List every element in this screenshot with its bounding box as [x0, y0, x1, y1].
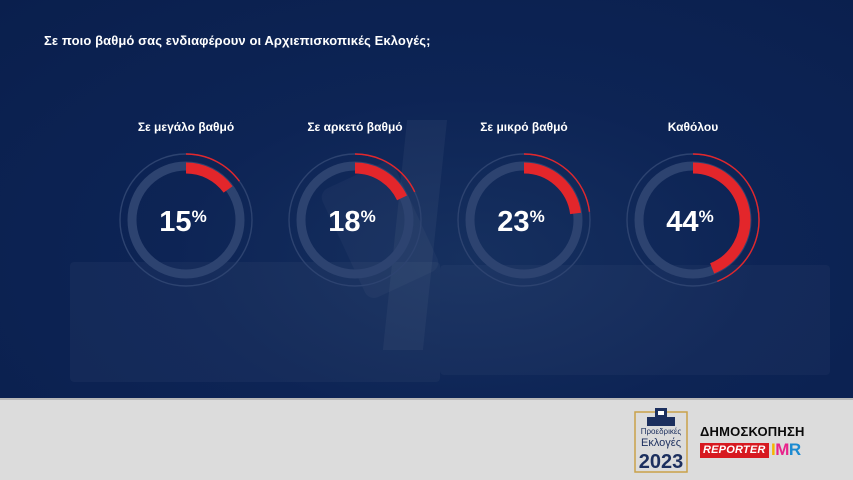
value-arc	[185, 162, 233, 193]
category-label: Σε αρκετό βαθμό	[307, 120, 402, 134]
poll-label: ΔΗΜΟΣΚΟΠΗΣΗ	[700, 424, 805, 439]
value-outer-arc	[692, 153, 760, 283]
value-arc	[523, 162, 582, 215]
donut-chart: Σε μεγάλο βαθμό 15% Σε αρκετό βαθμό 18% Σε μ…	[119, 120, 760, 287]
category-label: Σε μεγάλο βαθμό	[138, 120, 234, 134]
ballot-box-icon	[647, 417, 675, 426]
value-label: 15%	[159, 206, 206, 238]
donut-group-4: Καθόλου 44%	[626, 120, 760, 287]
donut-track	[296, 161, 414, 279]
value-arc	[692, 162, 751, 274]
poll-logo: ΔΗΜΟΣΚΟΠΗΣΗ REPORTER IMR	[700, 424, 815, 462]
question-title: Σε ποιο βαθμό σας ενδιαφέρουν οι Αρχιεπι…	[44, 33, 431, 48]
value-outer-arc	[523, 153, 591, 212]
logo-line2: Εκλογές	[641, 437, 681, 449]
value-arc	[354, 162, 408, 201]
logo-line1: Προεδρικές	[641, 427, 682, 436]
donut-group-3: Σε μικρό βαθμό 23%	[457, 120, 591, 287]
value-label: 44%	[666, 206, 713, 238]
imr-logo: IMR	[771, 440, 801, 459]
logo-year: 2023	[639, 451, 684, 473]
main-panel: Σε ποιο βαθμό σας ενδιαφέρουν οι Αρχιεπι…	[0, 0, 853, 398]
category-label: Καθόλου	[668, 120, 718, 134]
category-label: Σε μικρό βαθμό	[480, 120, 568, 134]
footer: Προεδρικές Εκλογές 2023 ΔΗΜΟΣΚΟΠΗΣΗ REPO…	[0, 398, 853, 480]
reporter-logo: REPORTER	[700, 443, 769, 458]
value-outer-arc	[185, 153, 240, 182]
donut-group-2: Σε αρκετό βαθμό 18%	[288, 120, 422, 287]
donut-track	[127, 161, 245, 279]
presidential-elections-2023-logo: Προεδρικές Εκλογές 2023	[634, 408, 688, 473]
footer-divider	[0, 398, 853, 400]
donut-group-1: Σε μεγάλο βαθμό 15%	[119, 120, 253, 287]
value-outer-arc	[354, 153, 416, 193]
value-label: 23%	[497, 206, 544, 238]
value-label: 18%	[328, 206, 375, 238]
